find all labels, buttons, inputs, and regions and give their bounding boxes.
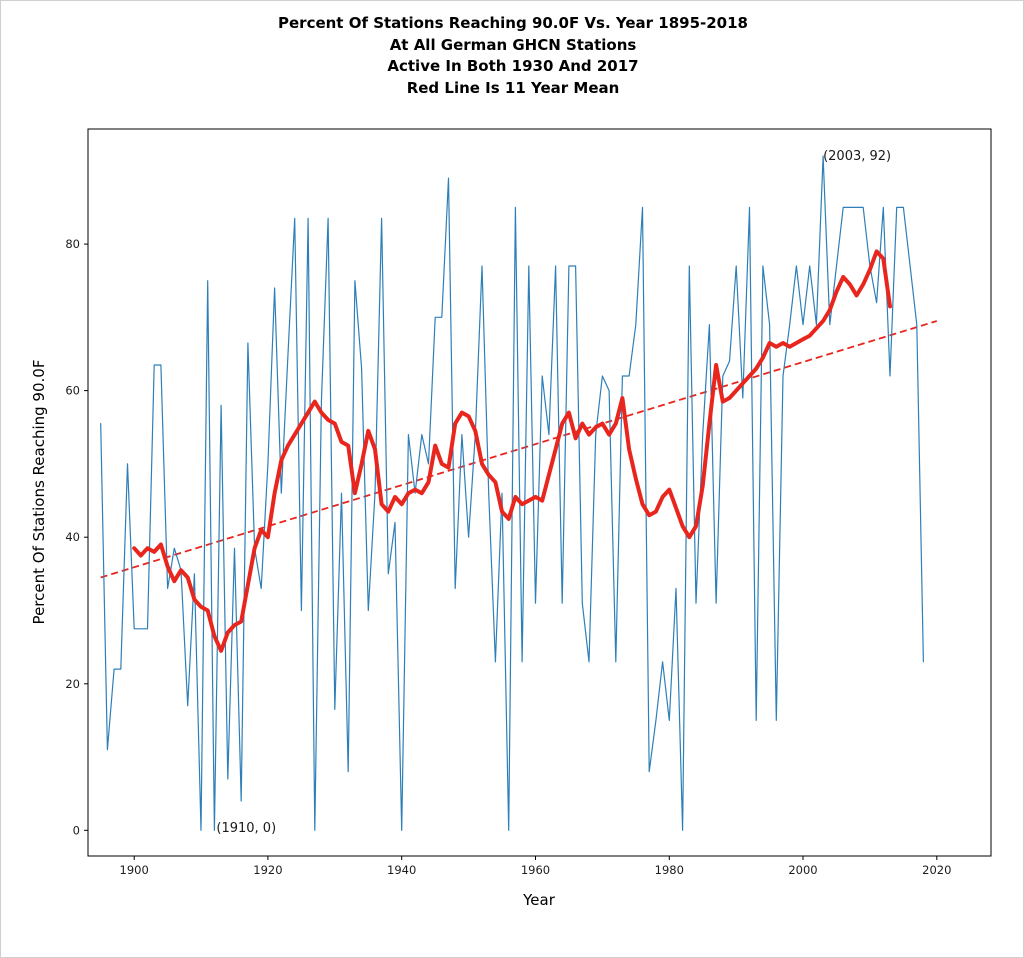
title-line-3: Active In Both 1930 And 2017 <box>387 57 639 75</box>
x-tick-label: 2000 <box>788 863 817 877</box>
x-tick-label: 1960 <box>521 863 550 877</box>
title-line-2: At All German GHCN Stations <box>389 35 637 54</box>
annotation-2: (1910, 0) <box>216 821 276 836</box>
y-tick-label: 20 <box>65 677 80 691</box>
title-line-1: Percent Of Stations Reaching 90.0F Vs. Y… <box>278 14 748 32</box>
y-tick-label: 0 <box>73 823 80 837</box>
annotation-1: (2003, 92) <box>823 149 891 164</box>
x-tick-label: 1980 <box>655 863 684 877</box>
x-axis-label: Year <box>523 891 555 909</box>
chart-title: Percent Of Stations Reaching 90.0F Vs. Y… <box>1 13 1023 99</box>
axes-frame <box>87 128 992 857</box>
x-tick-label: 1940 <box>387 863 416 877</box>
mean-line <box>132 249 892 653</box>
y-tick-label: 80 <box>65 237 80 251</box>
x-tick-label: 2020 <box>922 863 951 877</box>
x-tick-label: 1920 <box>253 863 282 877</box>
y-axis-label: Percent Of Stations Reaching 90.0F <box>30 359 48 625</box>
y-tick-label: 60 <box>65 384 80 398</box>
annual-line <box>100 155 925 831</box>
trend-line <box>100 320 938 579</box>
x-tick-label: 1900 <box>120 863 149 877</box>
title-line-4: Red Line Is 11 Year Mean <box>406 78 620 97</box>
y-tick-label: 40 <box>65 530 80 544</box>
